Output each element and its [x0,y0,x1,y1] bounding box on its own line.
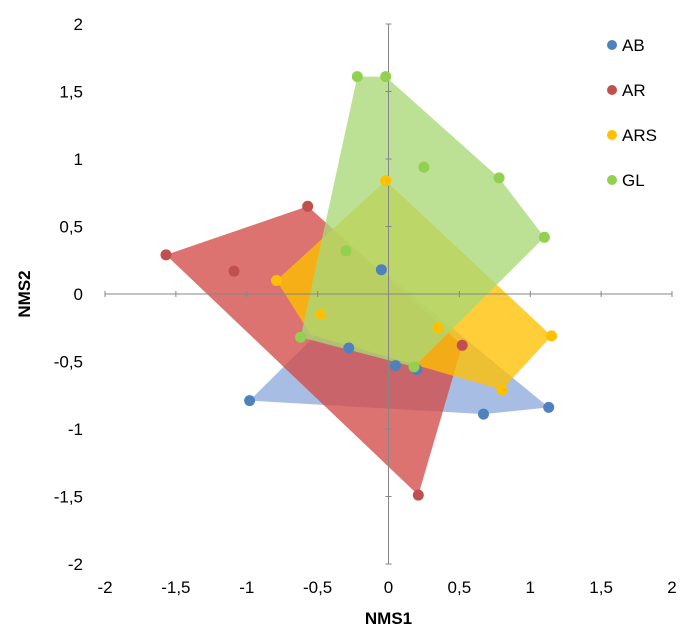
point-ars [546,330,557,342]
y-tick-label: -1 [68,420,83,439]
x-axis-title: NMS1 [365,609,412,628]
x-tick-label: 0 [384,578,393,597]
point-gl [538,231,550,243]
legend-label-ar: AR [622,81,646,100]
x-tick-label: -2 [97,578,112,597]
point-gl [295,331,307,343]
legend-label-ab: AB [622,36,645,55]
tick-labels: -2 -1,5 -1 -0,5 0 0,5 1 1,5 2 2 1,5 1 0,5 0 -0,5 -1 -1,5… [54,15,677,597]
y-tick-label: -2 [68,555,83,574]
point-gl [408,361,420,373]
point-ab [375,264,387,276]
point-ab [478,408,489,420]
y-tick-label: 1,5 [59,83,83,102]
point-gl [340,245,352,257]
point-gl [351,71,363,83]
legend-label-gl: GL [622,171,645,190]
legend: AB AR ARS GL [607,36,657,190]
legend-marker-gl [607,175,617,185]
x-tick-label: 1,5 [589,578,613,597]
legend-marker-ars [607,130,617,140]
point-gl [493,172,505,184]
data-points [160,71,557,501]
point-ab [343,342,355,354]
point-ar [228,265,240,277]
point-ars [271,275,282,286]
point-ar [412,489,424,501]
x-tick-label: -0,5 [303,578,332,597]
legend-marker-ar [607,85,617,95]
axes [104,23,673,565]
point-ars [432,322,444,334]
legend-label-ars: ARS [622,126,657,145]
point-ab [543,401,555,413]
legend-marker-ab [607,40,617,50]
point-ar [160,249,172,261]
x-tick-label: 1 [526,578,535,597]
x-tick-label: -1 [239,578,254,597]
point-ab [244,395,256,407]
y-tick-label: 0 [74,285,83,304]
y-tick-label: -0,5 [54,353,83,372]
y-tick-label: 1 [74,150,83,169]
point-ar [302,200,314,212]
y-tick-label: 2 [74,15,83,34]
point-ars [496,384,508,396]
x-tick-label: 0,5 [448,578,472,597]
point-ars [380,175,392,187]
hull-polygons [166,76,552,496]
y-tick-label: -1,5 [54,488,83,507]
y-tick-label: 0,5 [59,218,83,237]
x-tick-label: -1,5 [161,578,190,597]
x-tick-label: 2 [667,578,676,597]
point-ab [390,360,402,372]
point-ars [315,308,326,320]
y-axis-title: NMS2 [15,270,34,317]
point-gl [418,161,430,173]
point-ar [456,339,468,351]
point-gl [380,71,392,83]
